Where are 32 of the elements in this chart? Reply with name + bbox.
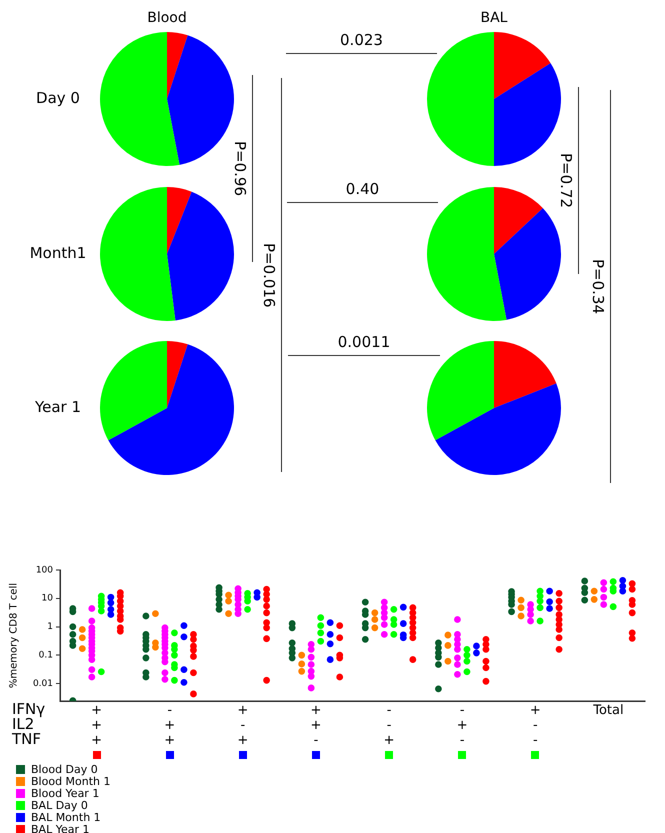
x-tick-label: + - - (530, 703, 541, 748)
text: Year 1 (34, 398, 82, 416)
text: P=0.96 (230, 140, 250, 198)
chart-title: BAL (480, 10, 508, 26)
text: P=0.34 (588, 258, 608, 316)
text: P=0.72 (556, 152, 576, 210)
text: Day 0 (35, 89, 81, 107)
legend-label: Blood Day 0 (31, 762, 98, 776)
y-tick-label: 10 (42, 594, 54, 604)
text: 0.0011 (336, 333, 392, 351)
legend-label: Blood Month 1 (31, 774, 111, 788)
x-tick-label: Total (592, 703, 624, 718)
y-axis-title: %memory CD8 T cell (8, 582, 20, 688)
text: 0.40 (344, 180, 380, 198)
x-tick-label: + + + (91, 703, 102, 748)
legend-label: BAL Day 0 (31, 798, 88, 812)
y-tick-label: 0.1 (38, 650, 53, 661)
chart-title: Blood (146, 10, 188, 26)
x-tick-label: - + + (164, 703, 176, 748)
legend-label: BAL Year 1 (31, 822, 90, 833)
legend-label: BAL Month 1 (31, 810, 101, 824)
x-tick-label: + - + (237, 703, 248, 748)
text: 0.023 (339, 31, 384, 49)
legend-label: Blood Year 1 (31, 786, 100, 800)
y-tick-label: 0.01 (32, 678, 53, 689)
text: P=0.016 (259, 242, 279, 308)
x-tick-label: + + - (310, 703, 322, 748)
x-tick-label: - + - (456, 703, 468, 748)
y-tick-label: 1 (47, 622, 53, 632)
text: Month1 (28, 244, 88, 262)
y-tick-label: 100 (36, 565, 54, 576)
x-tick-label: - - + (384, 703, 395, 748)
